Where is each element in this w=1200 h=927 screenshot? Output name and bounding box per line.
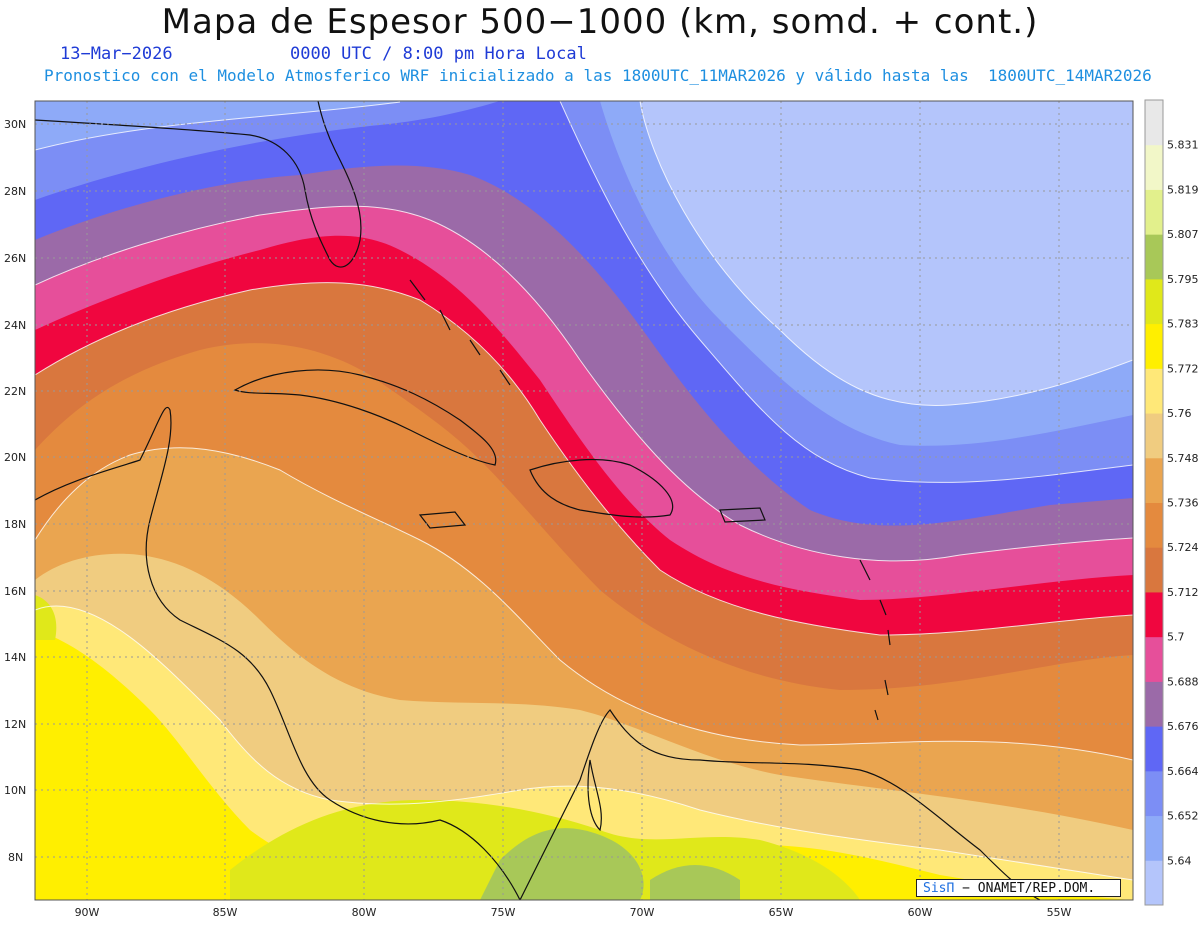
lat-tick: 16N — [4, 585, 26, 598]
coast-hispaniola — [529, 458, 674, 518]
lon-tick: 55W — [1047, 906, 1072, 919]
lon-tick: 60W — [908, 906, 933, 919]
lon-tick: 65W — [769, 906, 794, 919]
lat-tick: 8N — [8, 851, 23, 864]
legend-swatch — [1145, 860, 1163, 906]
legend-swatch — [1145, 636, 1163, 682]
lon-tick: 80W — [352, 906, 377, 919]
legend-label: 5.819 — [1167, 183, 1199, 196]
legend-label: 5.652 — [1167, 810, 1199, 823]
legend-label: 5.736 — [1167, 497, 1199, 510]
legend-swatch — [1145, 278, 1163, 325]
legend-label: 5.712 — [1167, 586, 1199, 599]
contour-lines — [35, 101, 1133, 881]
lat-tick: 24N — [4, 319, 26, 332]
coast-maracaibo — [587, 759, 602, 832]
legend-label: 5.748 — [1167, 452, 1199, 465]
band-5807b — [650, 865, 740, 900]
legend-label: 5.795 — [1167, 273, 1199, 286]
legend-swatch — [1145, 591, 1163, 638]
lat-tick: 28N — [4, 185, 26, 198]
legend-label: 5.688 — [1167, 675, 1199, 688]
coast-bahamas — [409, 279, 511, 386]
lat-tick: 26N — [4, 252, 26, 265]
legend-label: 5.76 — [1167, 407, 1192, 420]
legend-swatch — [1145, 189, 1163, 235]
lon-tick: 75W — [491, 906, 516, 919]
legend-swatch — [1145, 144, 1163, 190]
legend-swatch — [1145, 100, 1163, 146]
legend-label: 5.664 — [1167, 765, 1199, 778]
lat-axis: 30N 28N 26N 24N 22N 20N 18N 16N 14N 12N … — [4, 118, 26, 864]
legend-label: 5.724 — [1167, 541, 1199, 554]
coast-cuba — [233, 369, 497, 466]
sis-logo-text: SisΠ — [923, 881, 955, 896]
lat-tick: 10N — [4, 784, 26, 797]
legend-swatch — [1145, 726, 1163, 772]
legend-swatch — [1145, 323, 1163, 369]
map-frame — [34, 100, 1134, 901]
legend-swatch — [1145, 413, 1163, 459]
legend-frame — [1144, 99, 1164, 906]
legend-swatch — [1145, 234, 1163, 280]
legend-label: 5.676 — [1167, 720, 1199, 733]
forecast-description: Pronostico con el Modelo Atmosferico WRF… — [44, 66, 1152, 85]
coast-puerto-rico — [719, 507, 766, 523]
lat-tick: 12N — [4, 718, 26, 731]
graticule — [35, 101, 1133, 900]
lat-tick: 14N — [4, 651, 26, 664]
legend-swatch — [1145, 815, 1163, 861]
band-5807 — [480, 828, 644, 900]
forecast-date: 13−Mar−2026 — [60, 44, 173, 64]
thickness-bands — [35, 101, 1133, 900]
legend-swatch — [1145, 457, 1163, 503]
coast-florida — [35, 101, 362, 268]
lon-tick: 85W — [213, 906, 238, 919]
credit-org: − ONAMET/REP.DOM. — [954, 881, 1096, 896]
legend-label: 5.772 — [1167, 362, 1199, 375]
forecast-time: 0000 UTC / 8:00 pm Hora Local — [290, 44, 587, 64]
lat-tick: 30N — [4, 118, 26, 131]
lon-tick: 70W — [630, 906, 655, 919]
coast-lesser-antilles — [859, 559, 891, 721]
legend-label: 5.7 — [1167, 631, 1185, 644]
legend-swatch — [1145, 368, 1163, 414]
credit-box: SisΠ − ONAMET/REP.DOM. — [916, 879, 1121, 897]
color-legend: 5.831 5.819 5.807 5.795 5.783 5.772 5.76 5.748 5… — [1144, 99, 1199, 906]
coast-south-america — [519, 709, 1041, 900]
coastlines — [35, 101, 1041, 900]
legend-label: 5.783 — [1167, 318, 1199, 331]
band-5795-west — [35, 595, 57, 640]
legend-label: 5.831 — [1167, 139, 1199, 152]
legend-swatch — [1145, 681, 1163, 727]
legend-label: 5.64 — [1167, 854, 1192, 867]
lat-tick: 22N — [4, 385, 26, 398]
lat-tick: 18N — [4, 518, 26, 531]
lat-tick: 20N — [4, 451, 26, 464]
map-title: Mapa de Espesor 500−1000 (km, somd. + co… — [161, 2, 1039, 42]
legend-swatch — [1145, 547, 1163, 593]
coast-central-america — [35, 407, 521, 900]
legend-swatch — [1145, 770, 1163, 817]
legend-swatch — [1145, 502, 1163, 548]
lon-axis: 90W 85W 80W 75W 70W 65W 60W 55W — [75, 906, 1072, 919]
lon-tick: 90W — [75, 906, 100, 919]
legend-label: 5.807 — [1167, 228, 1199, 241]
